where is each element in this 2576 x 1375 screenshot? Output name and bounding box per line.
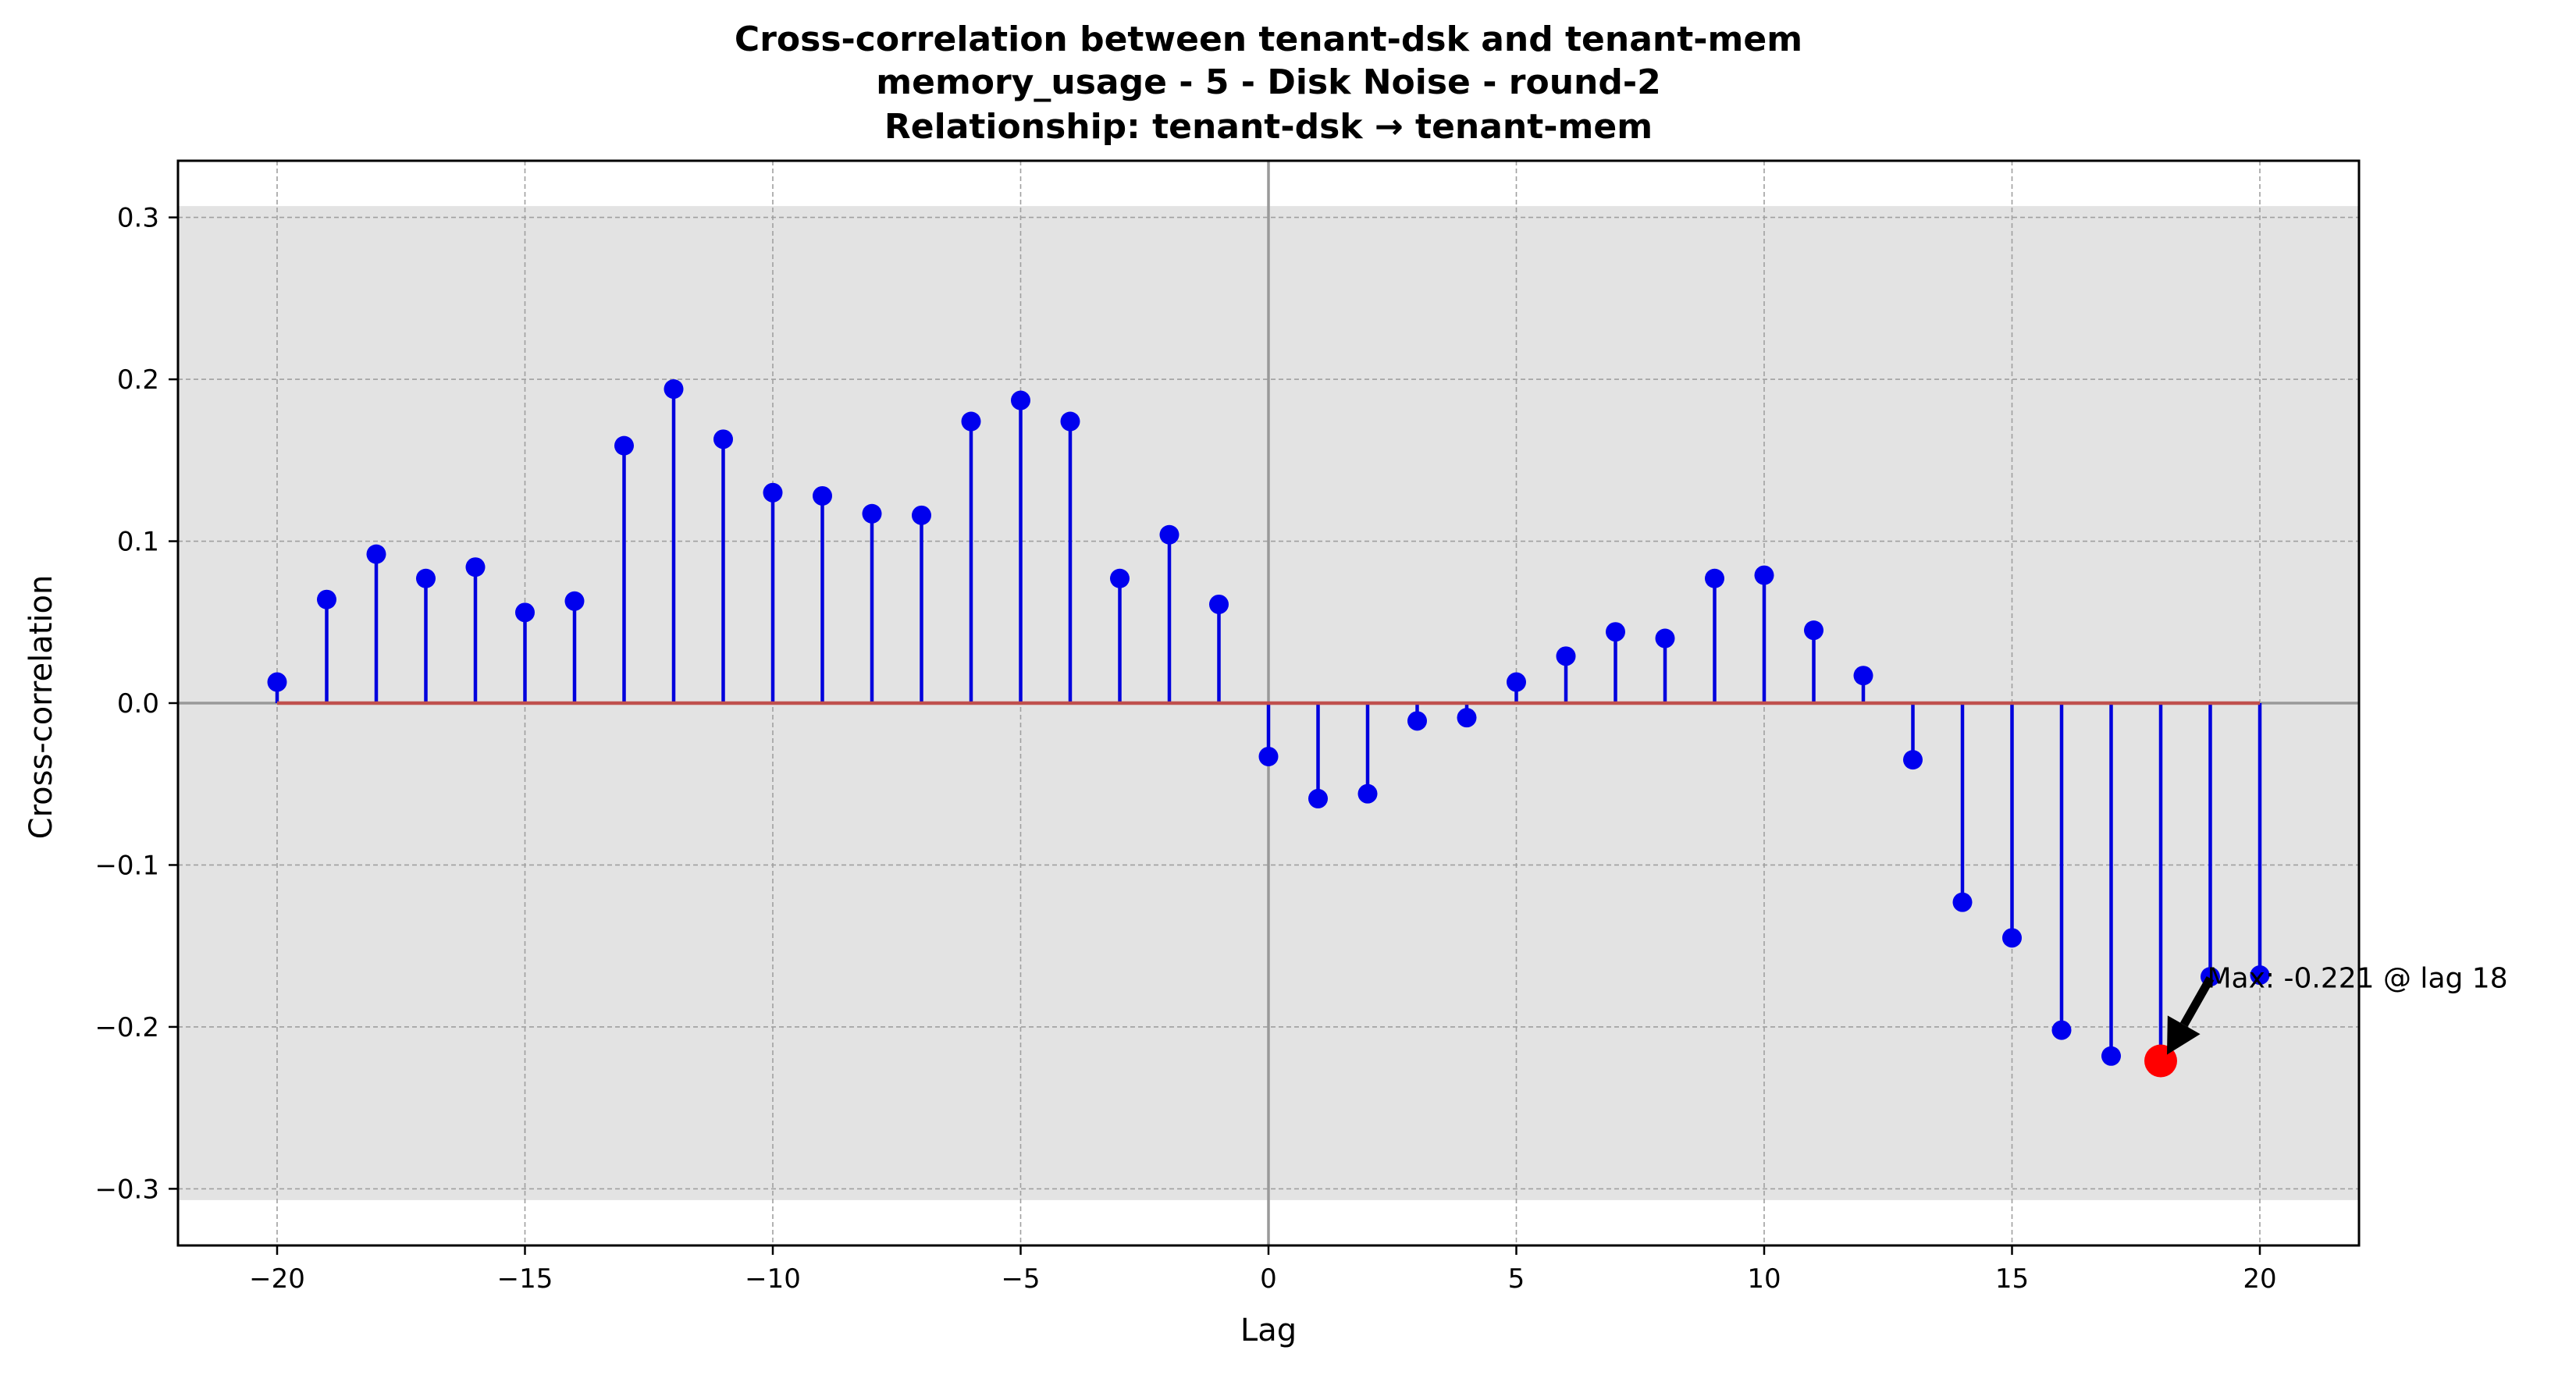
- data-point: [1556, 646, 1576, 666]
- data-point: [1903, 750, 1923, 770]
- data-point: [416, 568, 436, 588]
- data-point: [2250, 965, 2270, 986]
- data-point: [1308, 788, 1328, 808]
- data-point: [1060, 411, 1080, 432]
- data-point: [961, 411, 981, 432]
- data-point: [2051, 1020, 2072, 1040]
- x-tick-label: −15: [497, 1263, 553, 1295]
- annotation-arrow-shaft: [2179, 975, 2215, 1027]
- data-point: [1209, 594, 1229, 614]
- data-point: [1606, 622, 1625, 642]
- data-point: [1357, 783, 1378, 804]
- data-point: [1407, 711, 1427, 731]
- data-point: [564, 591, 585, 611]
- data-point: [317, 589, 336, 609]
- x-tick-label: 10: [1747, 1263, 1781, 1295]
- y-tick-label: 0.0: [117, 688, 159, 719]
- plot-area: Max: -0.221 @ lag 18 −20 −15 −10 −5 0 5 10 15 20 −…: [94, 159, 2508, 1295]
- x-tick-label: 5: [1508, 1263, 1525, 1295]
- chart-title-line-2: memory_usage - 5 - Disk Noise - round-2: [876, 62, 1661, 102]
- x-tick-label: 20: [2243, 1263, 2276, 1295]
- x-tick-label: −5: [1001, 1263, 1040, 1295]
- data-point: [1853, 666, 1873, 686]
- data-point: [465, 557, 486, 577]
- y-axis-label: Cross-correlation: [23, 575, 59, 840]
- y-tick-label: −0.3: [94, 1174, 159, 1205]
- data-point: [664, 379, 684, 400]
- x-tick-label: 15: [1995, 1263, 2029, 1295]
- data-point: [813, 485, 832, 506]
- y-tick-label: −0.2: [94, 1012, 159, 1043]
- chart-title-line-3: Relationship: tenant-dsk → tenant-mem: [884, 107, 1653, 147]
- annotation-arrow-head: [2167, 1015, 2201, 1055]
- x-tick-label: 0: [1260, 1263, 1277, 1295]
- x-tick-label: −20: [249, 1263, 305, 1295]
- data-point: [862, 503, 882, 524]
- data-point: [1457, 708, 1477, 728]
- y-tick-label: 0.3: [117, 203, 159, 234]
- y-tick-label: −0.1: [94, 850, 159, 881]
- x-axis-label: Lag: [1240, 1313, 1297, 1348]
- data-point: [1159, 524, 1179, 545]
- data-point: [1754, 565, 1774, 585]
- data-point: [267, 672, 287, 692]
- data-point: [515, 602, 535, 623]
- data-point: [366, 544, 386, 564]
- data-point: [1258, 746, 1279, 766]
- y-tick-label: 0.1: [117, 527, 159, 558]
- chart-title-line-1: Cross-correlation between tenant-dsk and…: [735, 20, 1802, 59]
- data-point: [1804, 620, 1823, 641]
- data-point: [1507, 672, 1526, 692]
- max-annotation-label: Max: -0.221 @ lag 18: [2208, 963, 2508, 995]
- data-point: [1655, 628, 1675, 648]
- y-tick-label: 0.2: [117, 364, 159, 396]
- data-point: [2101, 1046, 2121, 1066]
- data-point: [1011, 390, 1030, 410]
- data-point: [1110, 568, 1130, 588]
- data-point: [1952, 892, 1973, 912]
- data-point: [713, 429, 733, 449]
- data-point: [2002, 928, 2022, 948]
- data-point: [614, 435, 634, 456]
- data-point: [1705, 568, 1724, 588]
- x-tick-label: −10: [745, 1263, 801, 1295]
- data-point: [912, 505, 931, 525]
- data-point: [763, 482, 783, 503]
